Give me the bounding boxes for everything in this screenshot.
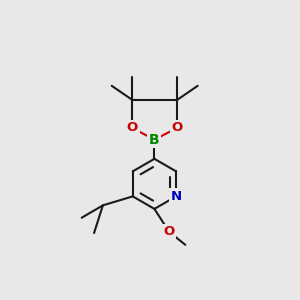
- Text: N: N: [170, 190, 182, 203]
- Text: O: O: [172, 122, 183, 134]
- Text: O: O: [164, 225, 175, 239]
- Text: B: B: [149, 133, 160, 147]
- Text: O: O: [127, 122, 138, 134]
